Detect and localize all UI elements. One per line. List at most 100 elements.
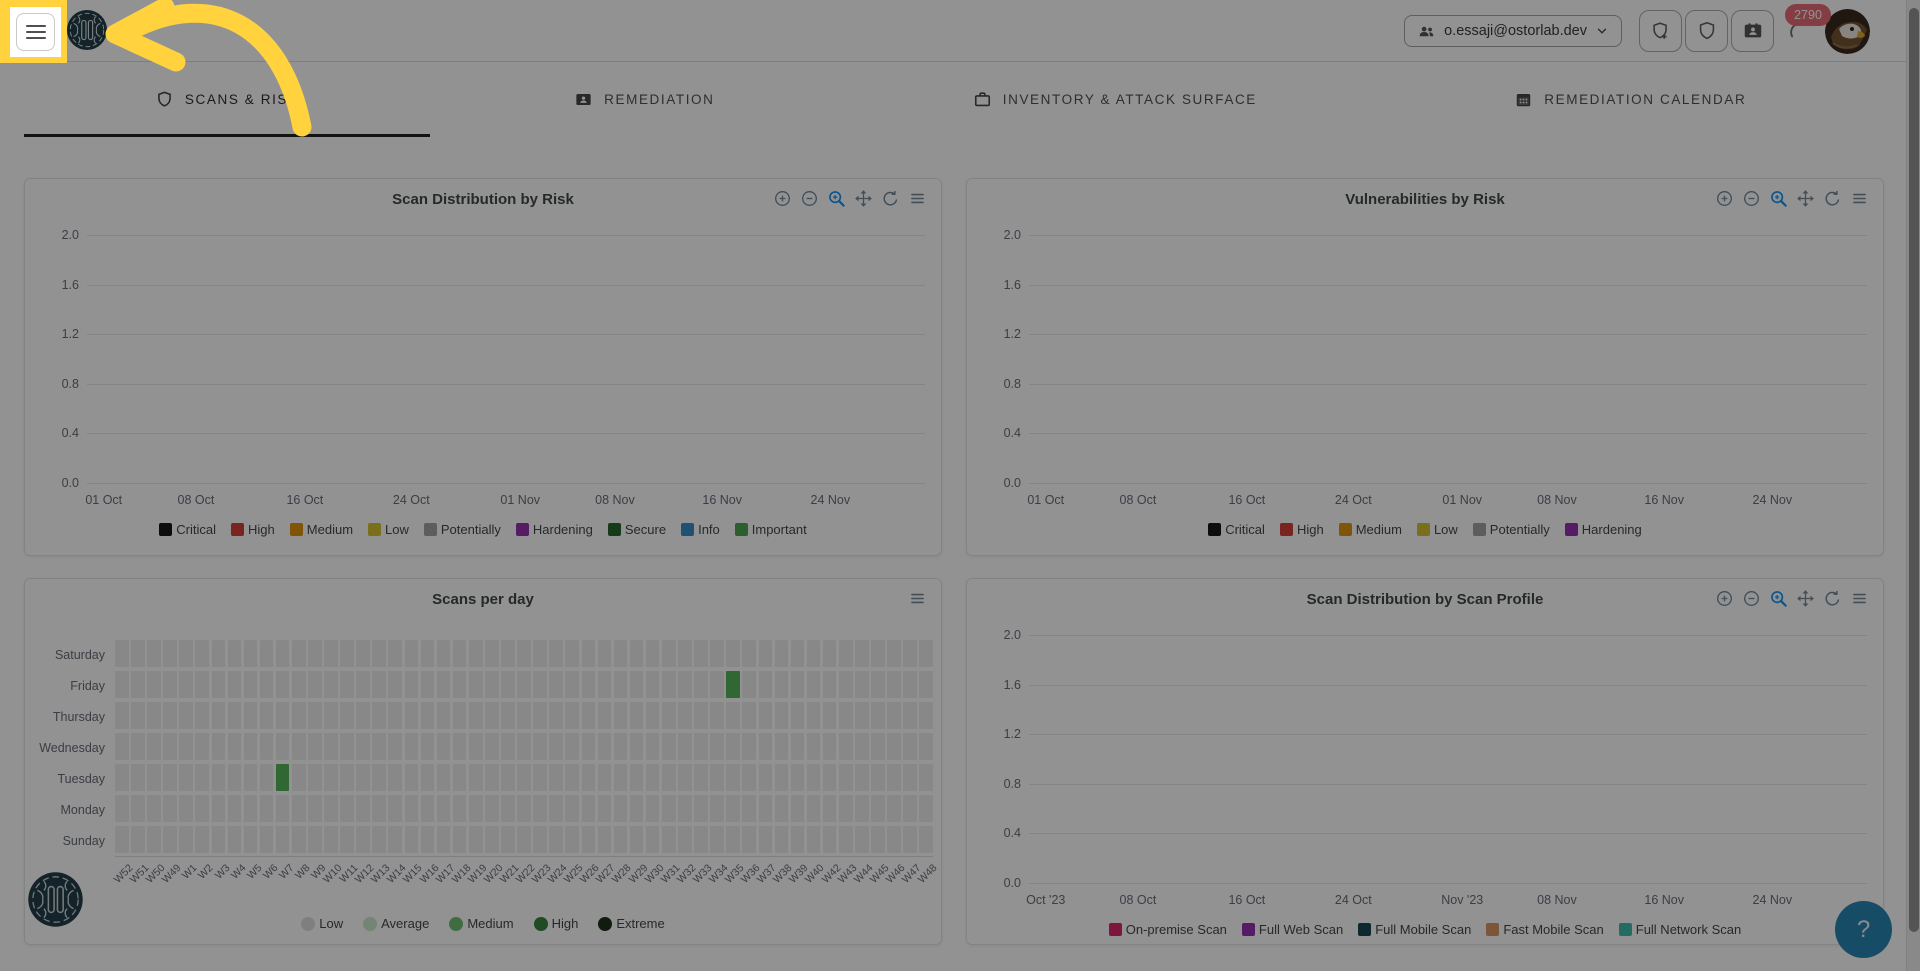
legend-item[interactable]: Critical [159,522,216,537]
legend-item[interactable]: Hardening [515,522,593,537]
ostorlab-logo[interactable] [66,9,108,51]
tab-remediation-calendar[interactable]: REMEDIATION CALENDAR [1371,62,1890,136]
help-button[interactable]: ? [1835,901,1892,958]
y-tick-label: 1.2 [61,327,79,342]
heatmap-cell [710,702,724,729]
heatmap-cell [838,640,853,667]
heatmap-cell [468,795,483,822]
legend-item[interactable]: Potentially [1472,522,1550,537]
menu-icon[interactable] [1850,589,1869,608]
heatmap-cell [919,795,933,822]
scrollbar-thumb[interactable] [1909,8,1919,932]
legend-item[interactable]: High [231,522,275,537]
reset-icon[interactable] [881,189,900,208]
legend-label: Potentially [1489,522,1550,537]
legend-item[interactable]: Secure [607,522,666,537]
legend-item[interactable]: Low [368,522,409,537]
heatmap-cell [404,640,419,667]
heatmap-cell [501,640,515,667]
legend-label: Important [751,522,807,537]
contacts-button[interactable] [1731,10,1774,52]
heatmap-cell [565,733,580,760]
pan-icon[interactable] [1796,589,1815,608]
pan-icon[interactable] [854,189,873,208]
legend-item[interactable]: Hardening [1564,522,1642,537]
heatmap-cell [243,764,258,791]
zoom-in-icon[interactable] [1715,589,1734,608]
user-avatar[interactable] [1825,8,1870,54]
selection-zoom-icon[interactable] [1769,189,1788,208]
heatmap-cell [420,640,435,667]
y-tick-label: 1.6 [61,277,79,292]
menu-icon[interactable] [908,189,927,208]
selection-zoom-icon[interactable] [827,189,846,208]
heatmap-cell [291,702,306,729]
legend-item[interactable]: Low [1416,522,1458,537]
legend-item[interactable]: Info [681,522,720,537]
tab-label: REMEDIATION [604,91,715,107]
pan-icon[interactable] [1796,189,1815,208]
x-axis: 01 Oct 08 Oct 16 Oct 24 Oct 01 Nov 08 Nov 16 N… [1027,493,1867,513]
account-menu[interactable]: o.essaji@ostorlab.dev [1404,15,1622,47]
legend-item[interactable]: Medium [289,522,353,537]
legend-item[interactable]: Full Mobile Scan [1358,922,1471,937]
gridline [1029,684,1867,686]
menu-icon[interactable] [1850,189,1869,208]
tab-remediation[interactable]: REMEDIATION [430,62,860,136]
heatmap-cell [758,671,773,698]
selection-zoom-icon[interactable] [1769,589,1788,608]
heatmap-cell [806,640,821,667]
heatmap-row: Thursday [25,701,941,732]
heatmap-cell [179,640,193,667]
heatmap-cell [259,826,274,853]
legend-item[interactable]: Fast Mobile Scan [1486,922,1604,937]
legend-item[interactable]: Low [301,916,343,931]
heatmap-cell [404,764,419,791]
reset-icon[interactable] [1823,189,1842,208]
reset-icon[interactable] [1823,589,1842,608]
menu-button hamburger-icon[interactable] [16,13,55,51]
heatmap-cell [356,640,370,667]
heatmap-cell [147,733,161,760]
legend-marker [681,523,695,536]
menu-icon[interactable] [908,589,927,608]
zoom-in-icon[interactable] [1715,189,1734,208]
legend-item[interactable]: Average [363,916,429,931]
x-tick-label: 08 Nov [1537,893,1577,907]
heatmap-cell [661,702,676,729]
zoom-out-icon[interactable] [800,189,819,208]
legend-item[interactable]: Medium [1338,522,1402,537]
legend-marker [1279,523,1293,536]
legend-item[interactable]: Important [734,522,807,537]
x-axis: 01 Oct 08 Oct 16 Oct 24 Oct 01 Nov 08 Nov 16 N… [85,493,925,513]
heatmap-cell [291,671,306,698]
contact-card-icon [1742,20,1764,42]
heatmap-cell [565,640,580,667]
tab-scans-risk[interactable]: SCANS & RISK [24,62,430,137]
legend-item[interactable]: Critical [1208,522,1265,537]
heatmap-cell [211,640,226,667]
y-tick-label: 1.6 [1003,277,1021,292]
legend-item[interactable]: High [1279,522,1324,537]
legend-item[interactable]: High [533,916,578,931]
heatmap-cell [871,795,885,822]
heatmap-cell [147,702,161,729]
zoom-in-icon[interactable] [773,189,792,208]
security-button[interactable] [1685,10,1728,52]
legend-item[interactable]: On-premise Scan [1108,922,1227,937]
heatmap-cell [147,826,161,853]
legend-item[interactable]: Potentially [423,522,501,537]
heatmap-cell [147,764,161,791]
new-scan-button[interactable] [1639,10,1682,52]
legend-item[interactable]: Full Web Scan [1241,922,1343,937]
legend-item[interactable]: Medium [449,916,514,931]
heatmap-cell [243,640,258,667]
legend-item[interactable]: Full Network Scan [1618,922,1741,937]
zoom-out-icon[interactable] [1742,589,1761,608]
heatmap-cell [661,764,676,791]
legend-item[interactable]: Extreme [598,916,665,931]
zoom-out-icon[interactable] [1742,189,1761,208]
heatmap-cell [855,733,869,760]
heatmap-cell [678,702,692,729]
tab-inventory-attack-surface[interactable]: INVENTORY & ATTACK SURFACE [859,62,1370,136]
